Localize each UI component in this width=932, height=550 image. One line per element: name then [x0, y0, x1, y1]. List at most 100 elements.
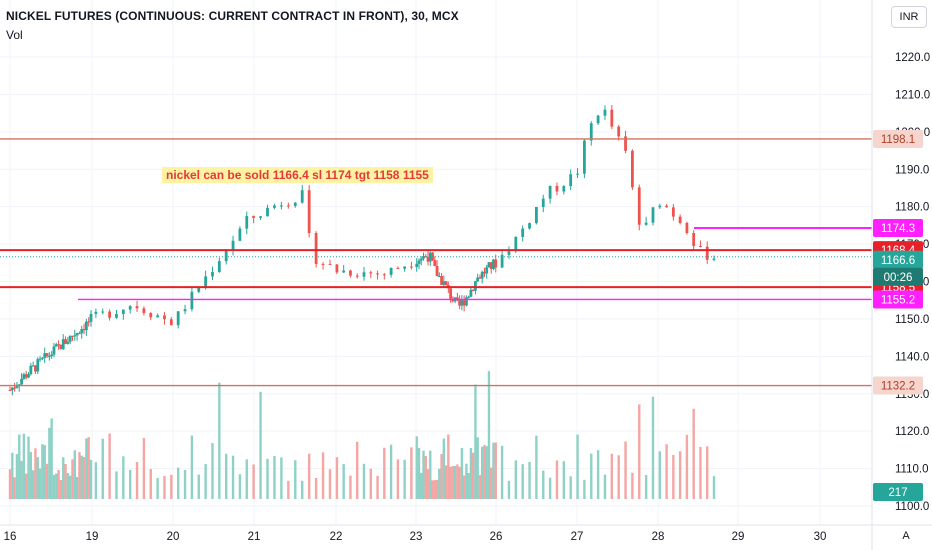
volume-bar [108, 433, 111, 499]
candle-body [224, 250, 228, 262]
candle-body [59, 344, 63, 350]
volume-bar [474, 384, 477, 499]
candle-body [31, 365, 35, 367]
volume-bar [453, 465, 457, 499]
candle-body [440, 276, 443, 285]
candle-body [442, 281, 446, 285]
candle-body [534, 206, 538, 224]
volume-bar [11, 452, 14, 499]
volume-bar [294, 460, 297, 499]
candle-body [293, 202, 297, 206]
time-axis[interactable]: 16 19 20 21 22 23 26 27 28 29 30 [0, 524, 932, 543]
volume-bar [349, 475, 352, 499]
volume-bar [444, 465, 448, 499]
candle-body [78, 333, 81, 335]
volume-bar [170, 474, 173, 499]
level-tag-bg [873, 129, 923, 148]
candle-body [465, 297, 468, 306]
volume-bar [128, 469, 132, 499]
volume-bar [624, 441, 627, 499]
trade-annotation[interactable]: nickel can be sold 1166.4 sl 1174 tgt 11… [162, 167, 433, 183]
candle-body [455, 297, 459, 301]
candle-body [252, 216, 256, 218]
volume-bar [369, 468, 372, 499]
price-tick-label: 1110.0 [895, 464, 928, 476]
price-axis-tags: 1198.11168.41158.51155.21132.21174.31166… [873, 129, 923, 501]
candle-body [286, 205, 290, 207]
volume-bar [442, 438, 446, 499]
level-tag: 1174.3 [873, 218, 923, 237]
volume-bar [18, 434, 21, 499]
volume-bar [494, 442, 497, 499]
time-tick-label: 27 [571, 531, 584, 543]
countdown-tag-text: 00:26 [884, 272, 913, 284]
level-tag-text: 1155.2 [881, 294, 915, 306]
volume-bar [115, 471, 118, 499]
horizontal-levels[interactable] [0, 138, 872, 387]
candle-body [576, 173, 579, 175]
volume-bar [576, 434, 579, 499]
volume-bar [456, 464, 459, 499]
volume-bar [71, 459, 74, 499]
volume-bar [596, 450, 600, 499]
volume-bar [52, 474, 56, 499]
candle-body [462, 300, 466, 306]
current-price-tag-text: 1166.6 [881, 255, 915, 267]
time-tick-label: 29 [732, 531, 745, 543]
candle-body [36, 359, 40, 372]
candle-body [428, 252, 432, 262]
volume-bar [82, 457, 86, 499]
volume-bar [555, 460, 559, 499]
volume-bar [478, 475, 482, 499]
volume-bar [24, 473, 28, 499]
volume-bar [438, 468, 441, 499]
candle-body [449, 288, 452, 299]
candle-body [705, 246, 709, 260]
volume-bar [610, 453, 614, 499]
auto-scale-button[interactable]: A [902, 530, 910, 542]
candle-body [671, 207, 675, 217]
volume-bar [94, 462, 98, 499]
candle-body [66, 341, 70, 344]
volume-bar [699, 446, 702, 499]
candle-body [50, 354, 54, 357]
candle-body [45, 353, 49, 357]
candle-body [259, 216, 262, 218]
countdown-tag-bg [873, 267, 923, 286]
candle-body [64, 339, 67, 344]
volume-bar [485, 446, 488, 499]
volume-bar [135, 462, 139, 499]
volume-bar [80, 455, 83, 499]
candle-body [485, 267, 489, 274]
volume-indicator-label[interactable]: Vol [6, 28, 23, 42]
currency-button[interactable]: INR [891, 6, 927, 28]
volume-bar [259, 391, 262, 499]
candle-body [101, 311, 105, 313]
candle-body [382, 274, 386, 276]
candle-body [469, 289, 473, 297]
price-tick-label: 1100.0 [895, 501, 929, 513]
candle-body [589, 123, 593, 141]
candle-body [15, 386, 19, 388]
volume-bar [403, 459, 406, 499]
volume-bar [252, 464, 255, 499]
candle-body [500, 254, 504, 268]
volume-bar [335, 457, 339, 499]
volume-bar [476, 437, 479, 499]
level-tag-bg [873, 218, 923, 237]
candle-body [582, 140, 586, 174]
volume-bar [644, 475, 648, 499]
volume-bar [562, 461, 566, 499]
volume-bar [59, 479, 63, 499]
volume-bar [356, 441, 359, 499]
volume-bar [417, 447, 421, 499]
volume-bar [426, 469, 430, 499]
level-tag-text: 1174.3 [881, 223, 915, 235]
candle-body [13, 387, 17, 389]
time-tick-label: 30 [814, 531, 827, 543]
time-tick-label: 26 [490, 531, 503, 543]
candle-body [494, 259, 498, 268]
candle-body [115, 314, 118, 318]
volume-bar [22, 433, 26, 499]
